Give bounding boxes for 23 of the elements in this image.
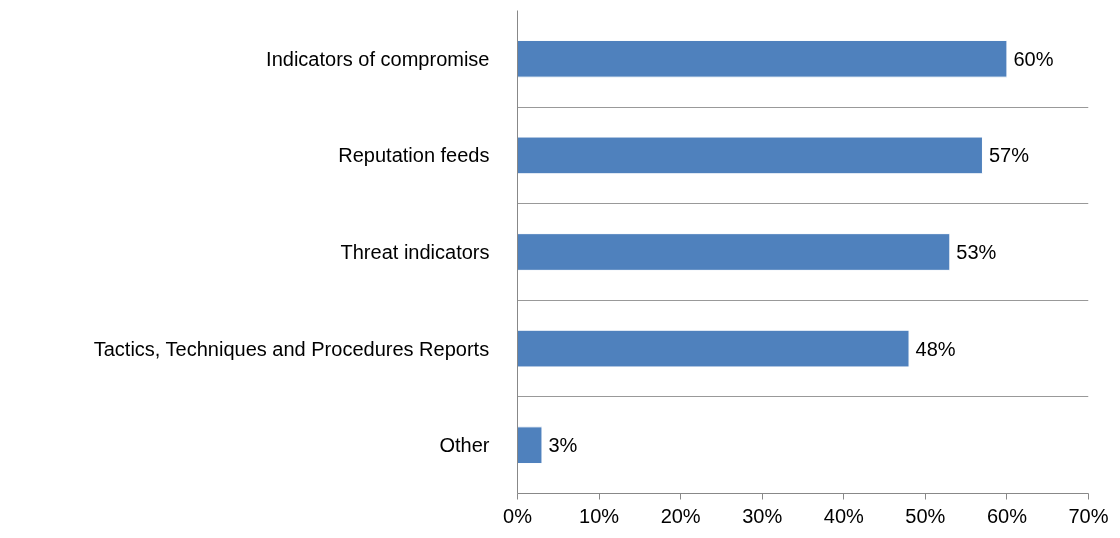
y-tick-label: Indicators of compromise [266, 47, 490, 70]
x-tick-label: 0% [503, 504, 533, 527]
x-tick-label: 50% [905, 504, 946, 527]
x-tick-label: 60% [986, 504, 1028, 527]
data-label: 48% [915, 337, 956, 360]
x-tick-label: 40% [823, 504, 865, 527]
x-tick-label: 30% [742, 504, 783, 527]
data-label: 3% [548, 434, 578, 457]
bar [517, 329, 910, 368]
bar [517, 233, 951, 271]
bar [517, 426, 543, 465]
data-label: 60% [1013, 47, 1054, 70]
x-tick-label: 70% [1068, 504, 1109, 527]
y-tick-label: Other [439, 434, 490, 457]
x-tick-label: 10% [579, 504, 620, 527]
x-tick-label: 20% [660, 504, 701, 527]
y-tick-label: Reputation feeds [338, 144, 490, 167]
data-label: 53% [956, 241, 997, 263]
y-tick-label: Tactics, Techniques and Procedures Reports [93, 337, 490, 360]
data-label: 57% [988, 144, 1030, 167]
bar [517, 39, 1008, 78]
y-tick-label: Threat indicators [340, 241, 490, 263]
bar [517, 136, 983, 175]
